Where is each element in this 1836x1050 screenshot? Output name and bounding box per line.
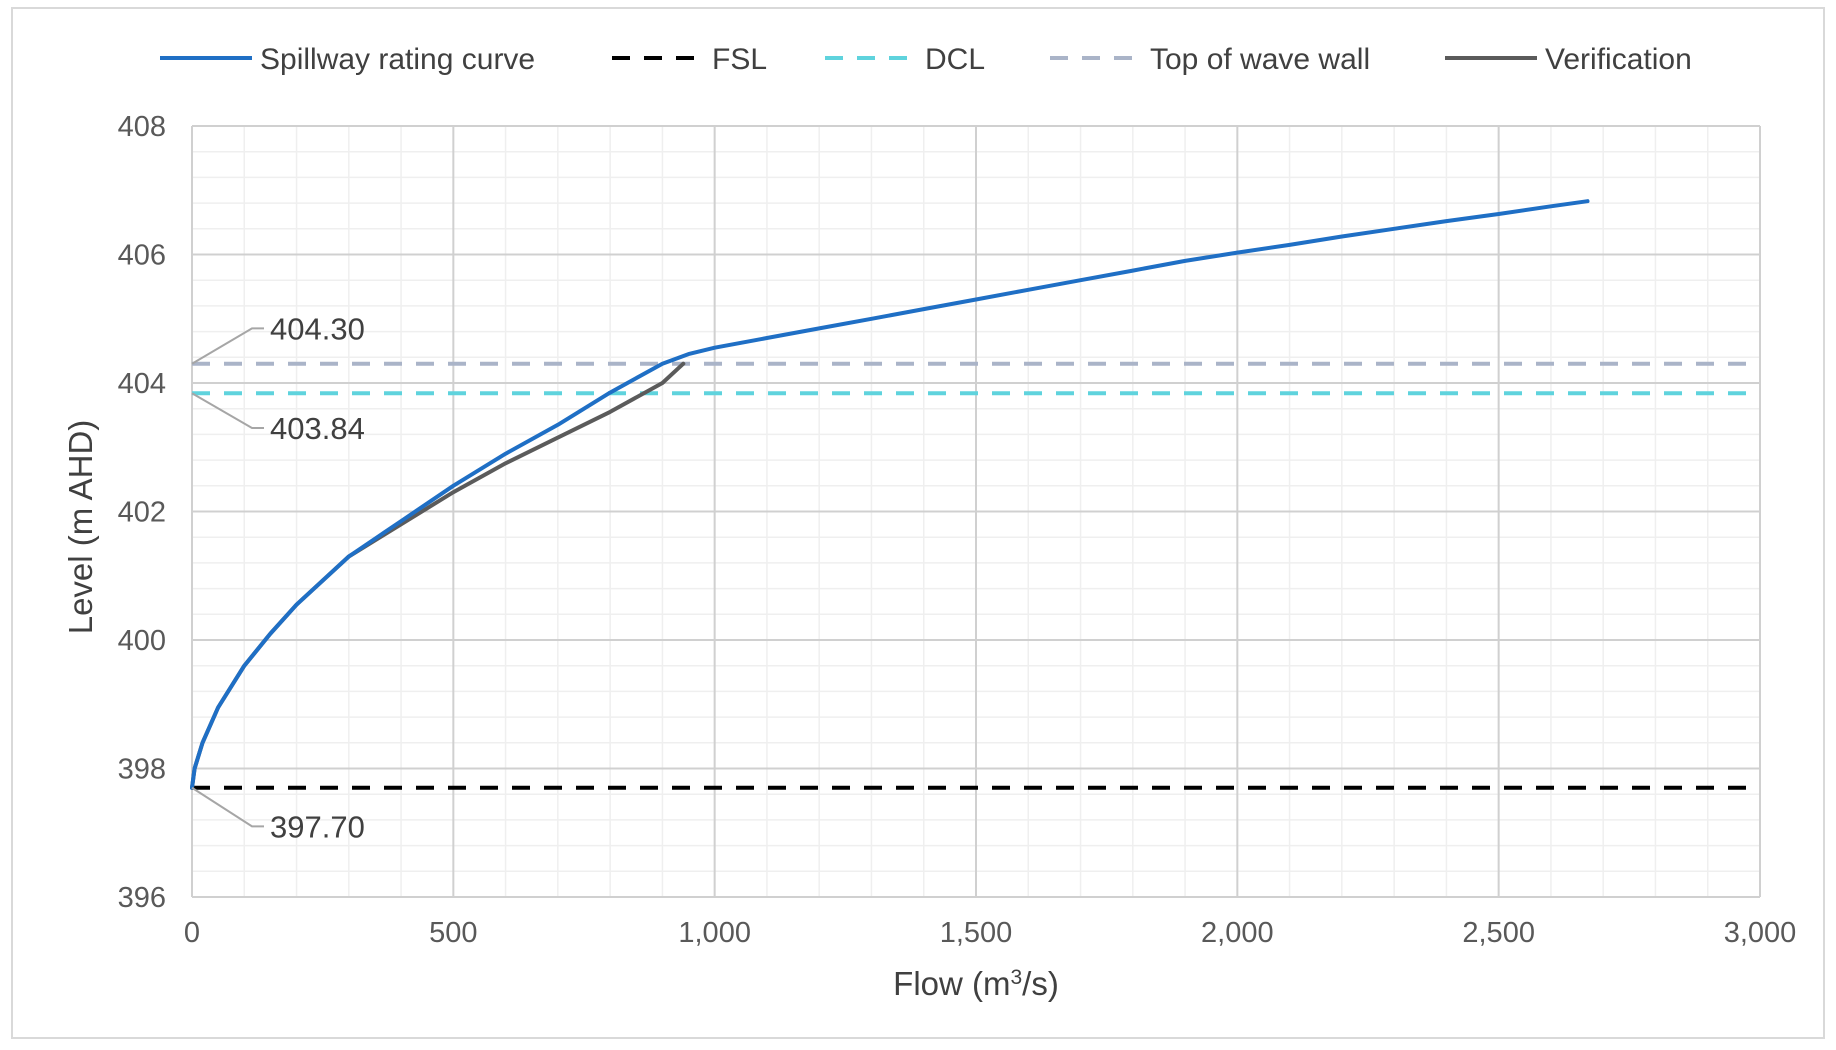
annotation-leader xyxy=(191,786,264,828)
y-tick-label: 400 xyxy=(118,625,166,657)
legend-label: Spillway rating curve xyxy=(260,43,535,76)
x-tick-label: 0 xyxy=(184,917,200,949)
major-gridlines xyxy=(191,125,1761,898)
series-line-spillway-rating-curve xyxy=(190,199,1590,790)
annotation-label: 403.84 xyxy=(270,411,365,446)
y-tick-label: 402 xyxy=(118,497,166,529)
x-tick-label: 1,500 xyxy=(940,917,1013,949)
series-layer xyxy=(190,199,1760,790)
annotation-label: 404.30 xyxy=(270,311,365,346)
chart-border xyxy=(11,7,1825,1039)
legend-label: FSL xyxy=(712,43,767,76)
x-tick-label: 1,000 xyxy=(678,917,751,949)
y-axis-title: Level (m AHD) xyxy=(62,420,99,635)
annotation-label: 397.70 xyxy=(270,809,365,844)
x-tick-label: 2,000 xyxy=(1201,917,1274,949)
annotations-layer: 404.30 403.84 397.70 xyxy=(191,311,365,844)
x-tick-label: 2,500 xyxy=(1462,917,1535,949)
x-tick-label: 3,000 xyxy=(1724,917,1797,949)
y-tick-label: 404 xyxy=(118,368,166,400)
annotation-leader xyxy=(191,392,264,429)
legend: Spillway rating curve FSL DCL Top of wave w… xyxy=(160,43,1692,76)
y-tick-label: 406 xyxy=(118,240,166,272)
tick-labels-layer: 0 500 1,000 1,500 2,000 2,500 3,000 396 398 400 40… xyxy=(118,111,1797,949)
x-axis-title: Flow (m3/s) xyxy=(893,965,1059,1002)
legend-label: DCL xyxy=(925,43,985,76)
legend-label: Verification xyxy=(1545,43,1692,76)
annotation-leader xyxy=(191,327,264,365)
x-tick-label: 500 xyxy=(429,917,477,949)
y-tick-label: 398 xyxy=(118,754,166,786)
y-tick-label: 396 xyxy=(118,882,166,914)
legend-label: Top of wave wall xyxy=(1150,43,1370,76)
y-tick-label: 408 xyxy=(118,111,166,143)
